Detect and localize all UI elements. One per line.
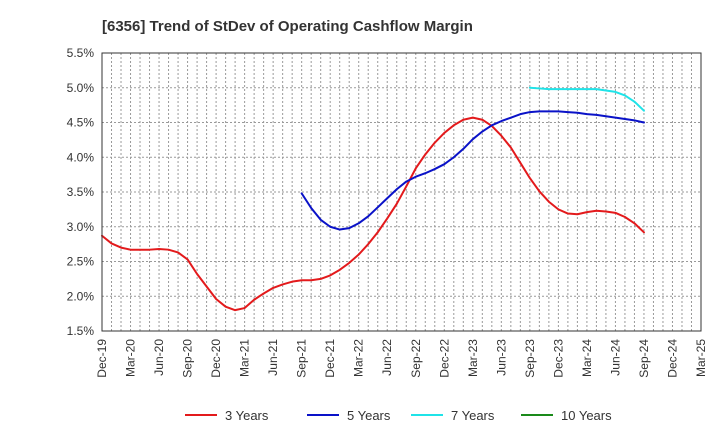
series-line-5-years (300, 110, 645, 231)
y-tick-label: 4.0% (67, 150, 95, 164)
legend-label: 5 Years (347, 408, 391, 423)
axis-layer: 1.5% 2.0% 2.5% 3.0% 3.5% 4.0% 4.5% 5.0% 5.5% Dec-… (67, 46, 708, 378)
x-tick-label: Sep-23 (523, 339, 537, 378)
y-tick-label: 5.0% (67, 81, 95, 95)
x-tick-label: Dec-20 (209, 339, 223, 378)
x-tick-label: Mar-22 (352, 339, 366, 377)
y-tick-label: 5.5% (67, 46, 95, 60)
x-tick-label: Jun-20 (152, 339, 166, 376)
series-line-3-years (101, 116, 645, 312)
x-tick-label: Mar-24 (580, 339, 594, 377)
legend-label: 10 Years (561, 408, 612, 423)
x-tick-label: Dec-24 (665, 339, 679, 378)
series-line-7-years (528, 86, 645, 112)
y-tick-label: 2.5% (67, 255, 95, 269)
legend: 3 Years 5 Years 7 Years 10 Years (185, 408, 612, 423)
x-tick-label: Mar-25 (694, 339, 708, 377)
x-tick-label: Dec-23 (551, 339, 565, 378)
x-tick-label: Sep-24 (637, 339, 651, 378)
chart-title: [6356] Trend of StDev of Operating Cashf… (102, 18, 473, 35)
plot-border (101, 52, 702, 332)
x-tick-label: Dec-22 (437, 339, 451, 378)
legend-label: 3 Years (225, 408, 269, 423)
x-tick-label: Sep-21 (295, 339, 309, 378)
plot-area (102, 53, 701, 331)
y-tick-label: 1.5% (67, 324, 95, 338)
y-tick-label: 2.0% (67, 289, 95, 303)
x-tick-label: Jun-22 (380, 339, 394, 376)
y-tick-label: 4.5% (67, 116, 95, 130)
x-tick-label: Mar-20 (124, 339, 138, 377)
x-tick-label: Jun-24 (608, 339, 622, 376)
y-tick-label: 3.5% (67, 185, 95, 199)
x-tick-label: Dec-21 (323, 339, 337, 378)
series-layer (101, 86, 645, 312)
legend-label: 7 Years (451, 408, 495, 423)
x-tick-label: Dec-19 (95, 339, 109, 378)
x-tick-label: Mar-23 (466, 339, 480, 377)
x-tick-label: Jun-23 (494, 339, 508, 376)
x-tick-label: Mar-21 (238, 339, 252, 377)
x-tick-label: Jun-21 (266, 339, 280, 376)
x-tick-label: Sep-20 (181, 339, 195, 378)
x-tick-label: Sep-22 (409, 339, 423, 378)
y-tick-label: 3.0% (67, 220, 95, 234)
